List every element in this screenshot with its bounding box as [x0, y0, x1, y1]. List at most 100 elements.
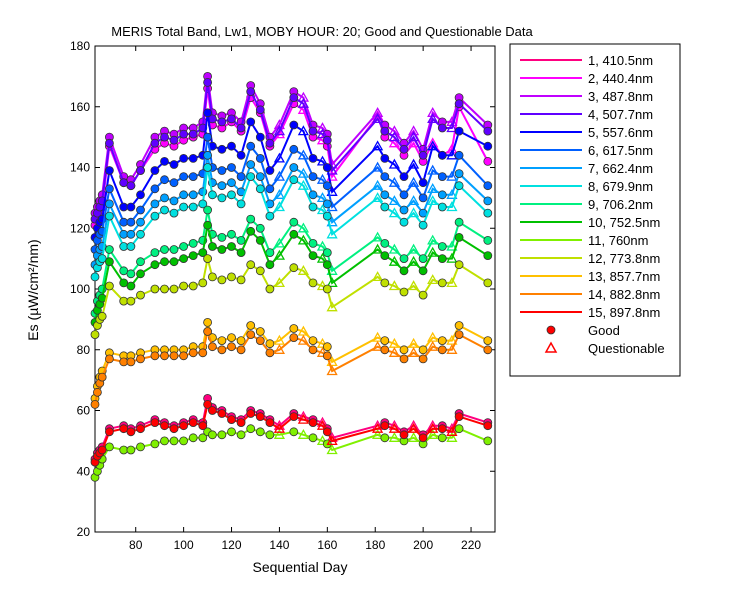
data-point-good — [217, 232, 227, 242]
data-point-good — [207, 342, 217, 352]
data-point-questionable — [427, 246, 439, 257]
data-point-questionable — [316, 204, 329, 215]
y-tick-label: 120 — [70, 221, 90, 235]
data-point-questionable — [297, 428, 310, 439]
data-point-good — [126, 357, 136, 367]
data-point-good — [289, 412, 299, 422]
data-point-good — [188, 433, 198, 443]
data-point-good — [126, 296, 136, 306]
data-point-good — [483, 208, 493, 218]
data-point-questionable — [297, 149, 310, 160]
data-point-good — [160, 257, 169, 267]
data-point-good — [454, 181, 464, 191]
data-point-questionable — [407, 125, 420, 136]
data-point-questionable — [371, 106, 384, 117]
series-6 — [90, 132, 493, 254]
data-point-questionable — [388, 431, 401, 442]
data-point-questionable — [446, 252, 458, 263]
data-point-questionable — [326, 435, 338, 446]
data-point-good — [322, 248, 332, 258]
data-point-good — [418, 254, 428, 264]
data-point-good — [246, 117, 256, 127]
data-point-questionable — [371, 231, 384, 242]
data-point-good — [126, 269, 136, 279]
data-point-good — [119, 178, 129, 188]
data-point-questionable — [297, 413, 310, 424]
data-point-questionable — [446, 425, 458, 436]
data-point-good — [380, 433, 390, 443]
data-point-questionable — [316, 419, 329, 430]
data-point-good — [105, 281, 114, 291]
data-point-questionable — [371, 340, 384, 351]
data-point-good — [246, 160, 256, 169]
data-point-good — [136, 205, 145, 215]
data-point-good — [437, 336, 447, 346]
data-point-good — [246, 87, 256, 96]
data-point-good — [255, 427, 265, 437]
data-point-questionable — [273, 188, 286, 199]
data-point-good — [160, 193, 169, 203]
data-point-good — [136, 354, 145, 364]
data-point-questionable — [446, 201, 458, 212]
data-point-good — [136, 166, 145, 175]
data-point-good — [265, 284, 275, 294]
data-point-good — [399, 266, 409, 276]
data-point-good — [105, 354, 114, 364]
data-point-good — [160, 175, 169, 185]
data-point-questionable — [273, 428, 286, 439]
data-point-good — [203, 78, 213, 87]
data-point-good — [289, 427, 299, 437]
data-point-questionable — [388, 422, 401, 433]
series-line — [94, 82, 489, 220]
x-axis-label: Sequential Day — [253, 559, 348, 575]
data-point-questionable — [427, 340, 439, 351]
data-point-good — [136, 190, 145, 200]
data-point-questionable — [326, 301, 338, 312]
data-point-good — [308, 153, 318, 163]
data-point-good — [179, 436, 189, 446]
data-point-good — [265, 166, 275, 175]
y-axis-label: Es (µW/cm²/nm) — [25, 239, 41, 340]
data-point-good — [483, 436, 493, 446]
data-point-good — [203, 205, 213, 215]
data-point-good — [289, 217, 299, 227]
data-point-good — [322, 427, 332, 437]
data-point-good — [483, 421, 493, 431]
data-point-good — [105, 211, 114, 221]
legend-label: 8, 679.9nm — [588, 179, 653, 194]
data-point-questionable — [326, 277, 338, 288]
data-point-good — [322, 199, 332, 209]
data-point-good — [418, 354, 428, 364]
data-point-good — [198, 421, 208, 431]
series-line — [94, 427, 489, 478]
series-line — [94, 209, 489, 314]
data-point-good — [179, 129, 189, 139]
data-point-good — [308, 172, 318, 182]
data-point-questionable — [407, 158, 420, 169]
data-point-good — [105, 257, 114, 267]
data-point-good — [169, 257, 179, 267]
y-tick-label: 100 — [70, 282, 90, 296]
data-point-questionable — [297, 167, 310, 178]
y-tick-label: 160 — [70, 100, 90, 114]
data-point-good — [246, 226, 256, 236]
data-point-good — [265, 260, 275, 270]
series-line — [94, 112, 489, 238]
data-point-questionable — [273, 125, 286, 136]
data-point-questionable — [388, 346, 401, 357]
data-point-good — [380, 126, 390, 136]
data-point-questionable — [316, 240, 329, 251]
data-point-questionable — [407, 176, 420, 187]
data-point-good — [380, 345, 390, 355]
data-point-good — [203, 220, 213, 230]
data-point-questionable — [427, 428, 439, 439]
data-point-good — [188, 172, 198, 182]
data-point-good — [217, 345, 227, 355]
data-point-good — [483, 141, 493, 151]
data-point-good — [188, 251, 198, 261]
data-point-good — [160, 245, 169, 254]
data-point-good — [203, 317, 213, 327]
data-point-good — [418, 345, 428, 355]
legend-label: 3, 487.8nm — [588, 89, 653, 104]
data-point-questionable — [427, 182, 439, 193]
